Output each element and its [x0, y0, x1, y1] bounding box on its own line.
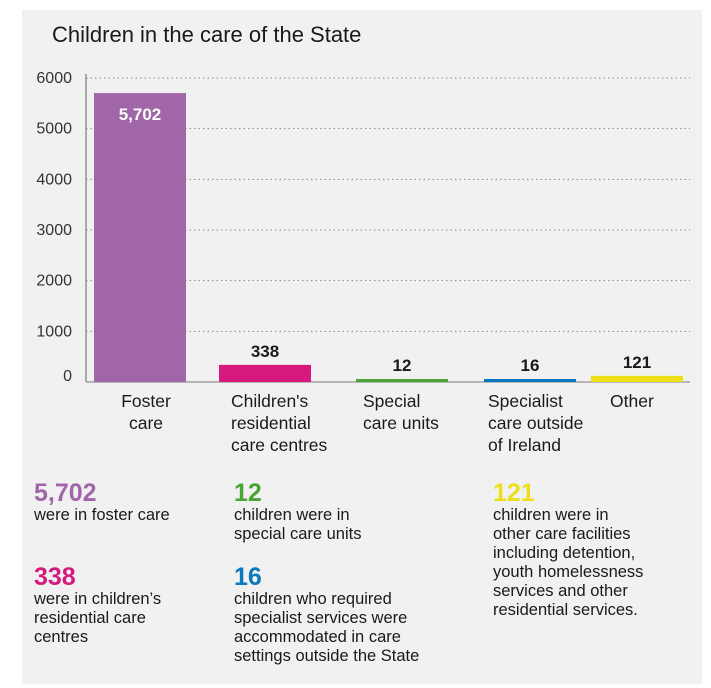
bar — [591, 375, 683, 382]
bar-value-label: 12 — [393, 356, 412, 375]
stat-specialist-outside-ireland: 16 children who required specialist serv… — [234, 564, 419, 666]
x-category-label: Specialist — [488, 391, 563, 411]
stat-text: were in foster care — [34, 506, 170, 524]
stat-text: were in children’s residential care cent… — [34, 590, 162, 646]
x-category-label: care centres — [231, 435, 328, 455]
stat-number: 12 — [234, 479, 262, 507]
bar-value-label: 121 — [623, 353, 651, 372]
stat-residential-care: 338 were in children’s residential care … — [34, 564, 161, 647]
bar — [94, 93, 186, 382]
y-tick-label: 5000 — [36, 121, 72, 138]
x-category-label: Special — [363, 391, 420, 411]
stat-number: 338 — [34, 563, 76, 591]
x-category-label: of Ireland — [488, 435, 561, 455]
x-category-label: Foster — [121, 391, 171, 411]
stat-text: children who required specialist service… — [234, 590, 420, 665]
x-category-label: Children's — [231, 391, 309, 411]
y-tick-label: 2000 — [36, 273, 72, 290]
x-category-label: Other — [610, 391, 654, 411]
stat-number: 16 — [234, 563, 262, 591]
bar-value-label: 5,702 — [119, 105, 162, 124]
y-tick-label: 1000 — [36, 323, 72, 340]
stat-number: 5,702 — [34, 479, 97, 507]
bar-value-label: 16 — [521, 356, 540, 375]
y-tick-label: 6000 — [36, 70, 72, 87]
x-category-label: care units — [363, 413, 439, 433]
bar-value-label: 338 — [251, 342, 279, 361]
stat-foster-care: 5,702 were in foster care — [34, 480, 170, 525]
bar-chart: 0 1000 2000 3000 4000 5000 6000 5,702 338 12 16 121… — [36, 70, 690, 455]
stat-text: children were in special care units — [234, 506, 362, 543]
bar — [219, 364, 311, 382]
bar — [484, 379, 576, 382]
x-category-label: care — [129, 413, 163, 433]
stat-other: 121 children were in other care faciliti… — [493, 480, 643, 620]
chart-title: Children in the care of the State — [52, 22, 362, 47]
stat-special-care-units: 12 children were in special care units — [234, 480, 361, 544]
x-category-label: residential — [231, 413, 311, 433]
y-tick-label: 3000 — [36, 222, 72, 239]
y-tick-label: 4000 — [36, 171, 72, 188]
stat-text: children were in other care facilities i… — [493, 506, 644, 619]
x-category-label: care outside — [488, 413, 583, 433]
bar — [356, 379, 448, 382]
stat-number: 121 — [493, 479, 535, 507]
y-tick-label: 0 — [63, 368, 72, 385]
